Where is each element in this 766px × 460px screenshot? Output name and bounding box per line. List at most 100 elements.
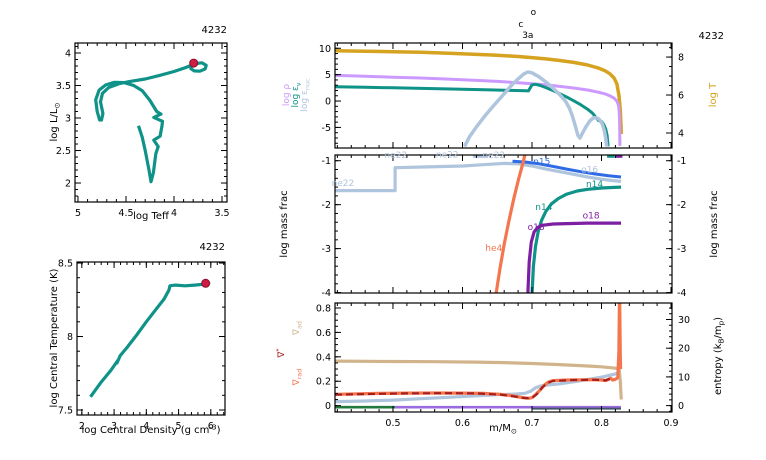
plot-frame (334, 302, 673, 413)
axis-label-entropy: entropy (kB/mp) (713, 317, 726, 395)
label-o16: o16 (581, 166, 598, 176)
axis-label-log-eps-nuc: log εnuc (300, 78, 312, 112)
label-ne22: ne22 (436, 151, 459, 161)
curve-ne22 (335, 161, 622, 193)
curve-log-rho (335, 73, 622, 146)
ytick-10: 10 (319, 44, 331, 55)
curve-entropy (335, 370, 621, 404)
axis-label-log-T: log T (708, 82, 719, 107)
xtick-5: 5 (176, 421, 182, 432)
ytick--2: -2 (322, 200, 331, 211)
model-number: 4232 (202, 25, 227, 36)
ytick-right--2: -2 (677, 200, 686, 211)
label-o: o (531, 8, 537, 18)
xtick-4: 4 (143, 421, 149, 432)
xtick-0.7: 0.7 (524, 418, 539, 429)
ytick-0.8: 0.8 (316, 304, 331, 315)
xtick-4.5: 4.5 (118, 208, 133, 219)
current-model-marker (189, 58, 199, 68)
xtick-0.6: 0.6 (455, 418, 470, 429)
current-model-marker (201, 278, 211, 288)
xtick-2: 2 (79, 421, 85, 432)
axis-label-grad-rad: ∇rad (292, 369, 304, 387)
curve-tc-rhoc-track (89, 280, 211, 398)
model-number: 4232 (699, 31, 724, 42)
label-n15: n15 (533, 158, 550, 168)
curve-grad-ad (335, 359, 623, 400)
curve-o18 (526, 221, 621, 293)
axis-label-log-mass-frac-right: log mass frac (709, 190, 720, 257)
rtick-30: 30 (678, 315, 690, 326)
curve-log-eps-nu (335, 82, 610, 147)
xtick-3: 3 (111, 421, 117, 432)
ytick-0: 0 (325, 401, 331, 412)
curve-grad-rad (335, 303, 623, 400)
label-n14: n14 (586, 180, 603, 190)
ytick-right--1: -1 (677, 156, 686, 167)
rtick-6: 6 (678, 91, 684, 102)
ytick--3: -3 (322, 244, 331, 255)
plot-frame (76, 261, 226, 416)
ytick-4: 4 (65, 49, 71, 60)
label-o18: o18 (528, 223, 545, 233)
curve-n14 (530, 185, 622, 293)
axis-label-log-mass-frac-left: log mass frac (279, 190, 290, 257)
plot-frame (334, 42, 673, 149)
x-axis-label-mass: m/M⊙ (489, 423, 517, 436)
axis-label-log-rho: log ρ (282, 84, 292, 107)
ytick-0: 0 (325, 97, 331, 108)
rtick-4: 4 (678, 129, 684, 140)
ytick--4: -4 (322, 288, 331, 299)
curve-n15 (512, 159, 622, 179)
ytick-right--4: -4 (677, 288, 686, 299)
curve-he4 (494, 155, 527, 293)
curve-log-T (335, 49, 624, 134)
ytick-8.5: 8.5 (58, 259, 73, 270)
panel-tc-rhoc: 2 3 4 5 6 7.5 8 8.5 log Central Density (g cm-3)… (49, 242, 226, 437)
model-number: 4232 (200, 242, 225, 253)
rtick-0: 0 (678, 401, 684, 412)
hr-xaxis-label: log Teff (133, 211, 170, 222)
axis-label-log-eps-nu: log εν (291, 82, 303, 107)
tc-xaxis-label: log Central Density (g cm-3) (82, 423, 221, 437)
ytick-right--3: -3 (677, 244, 686, 255)
ytick-5: 5 (325, 70, 331, 81)
tc-yaxis-label: log Central Temperature (K) (49, 268, 60, 407)
panel-profile-gradients: 0.5 0.6 0.7 0.8 0.900.20.40.60.80102030m/M⊙∇… (275, 302, 726, 436)
plot-frame (74, 42, 228, 203)
plot-frame (334, 154, 673, 294)
label-3a: 3a (522, 31, 533, 41)
rtick-20: 20 (678, 344, 690, 355)
xtick-0.9: 0.9 (663, 418, 678, 429)
label-ne22: ne22 (332, 179, 355, 189)
ytick--5: -5 (322, 123, 331, 134)
ytick-0.6: 0.6 (316, 328, 331, 339)
label-c: c (518, 20, 523, 30)
rtick-10: 10 (678, 372, 690, 383)
label-ne22: ne22 (384, 151, 407, 161)
ytick-3.5: 3.5 (56, 81, 71, 92)
curve-grad-star (335, 377, 615, 400)
xtick-6: 6 (208, 421, 214, 432)
rtick-8: 8 (678, 53, 684, 64)
xtick-3.5: 3.5 (214, 208, 229, 219)
label-ne22: ne22 (482, 151, 505, 161)
ytick-8: 8 (67, 332, 73, 343)
panel-profile-abundances: -1 -1 -2 -2 -3 -3 -4 -4 ne22 ne22 ne22 ne22 he4 n15 o1… (279, 151, 720, 299)
curve-hr-track (94, 61, 208, 184)
ytick--1: -1 (322, 156, 331, 167)
ytick-7.5: 7.5 (58, 406, 73, 417)
xtick-4: 4 (171, 208, 177, 219)
xtick-5: 5 (75, 208, 81, 219)
ytick-2: 2 (65, 179, 71, 190)
label-he4: he4 (485, 244, 502, 254)
xtick-0.5: 0.5 (385, 418, 400, 429)
ytick-0.2: 0.2 (316, 377, 331, 388)
label-n14: n14 (535, 203, 552, 213)
curve-log-eps-nuc (463, 70, 609, 148)
axis-label-grad-star: ∇* (275, 348, 288, 359)
ytick-0.4: 0.4 (316, 352, 331, 363)
ytick-2.5: 2.5 (56, 146, 71, 157)
